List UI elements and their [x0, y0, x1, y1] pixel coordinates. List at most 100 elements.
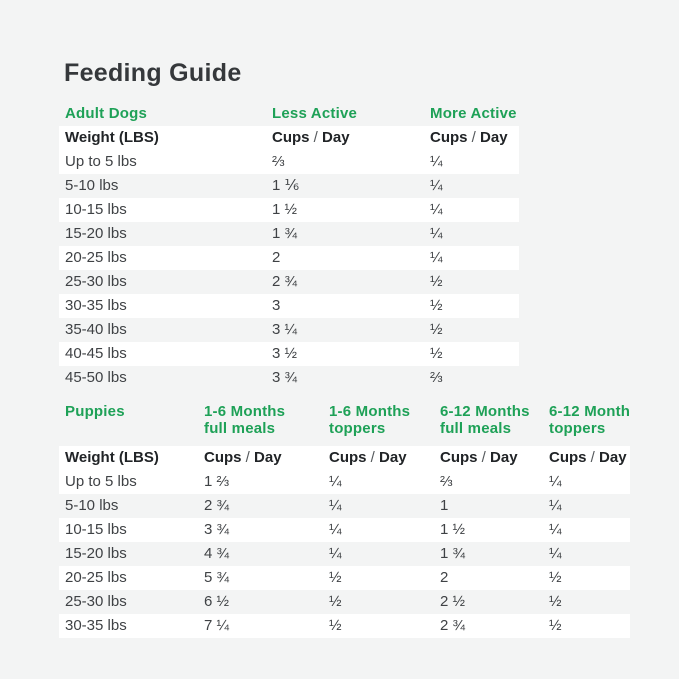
weight-cell: 20-25 lbs [65, 249, 127, 266]
more-active-cell: ½ [430, 297, 443, 314]
column-header-6-12-months-full-meals: 6-12 Months full meals [440, 403, 549, 446]
table-row: 20-25 lbs 2 ¼ [59, 246, 519, 270]
puppies-table-subheader-row: Weight (LBS) Cups / Day Cups / Day Cups … [59, 446, 630, 470]
table-row: 30-35 lbs 3 ½ [59, 294, 519, 318]
weight-cell: Up to 5 lbs [65, 473, 137, 490]
slash-separator: / [370, 449, 375, 466]
weight-cell: 25-30 lbs [65, 593, 127, 610]
toppers-1-6-cell: ¼ [329, 545, 342, 562]
toppers-6-12-cell: ½ [549, 617, 562, 634]
column-header-line1: 6-12 Months [440, 403, 530, 420]
more-active-cell: ¼ [430, 201, 443, 218]
table-row: 25-30 lbs 2 ¾ ½ [59, 270, 519, 294]
table-row: 5-10 lbs 2 ¾ ¼ 1 ¼ [59, 494, 630, 518]
less-active-cell: 3 ¾ [272, 369, 298, 386]
adult-dogs-table: Adult Dogs Less Active More Active Weigh… [59, 102, 519, 390]
slash-separator: / [590, 449, 595, 466]
column-header-line1: 1-6 Months [204, 403, 286, 420]
table-row: Up to 5 lbs ⅔ ¼ [59, 150, 519, 174]
table-row: 35-40 lbs 3 ¼ ½ [59, 318, 519, 342]
weight-column-header: Weight (LBS) [65, 129, 159, 146]
cups-label: Cups [430, 129, 468, 146]
adult-table-section-header: Adult Dogs Less Active More Active [59, 102, 519, 126]
day-label: Day [322, 129, 350, 146]
section-label-puppies: Puppies [65, 403, 125, 420]
weight-cell: 30-35 lbs [65, 617, 127, 634]
full-meals-1-6-cell: 6 ½ [204, 593, 230, 610]
full-meals-1-6-cell: 5 ¾ [204, 569, 230, 586]
day-label: Day [480, 129, 508, 146]
table-row: 10-15 lbs 1 ½ ¼ [59, 198, 519, 222]
cups-label: Cups [549, 449, 587, 466]
more-active-cell: ¼ [430, 177, 443, 194]
page-title: Feeding Guide [64, 59, 242, 87]
weight-cell: 40-45 lbs [65, 345, 127, 362]
puppies-table-section-header: Puppies 1-6 Months full meals 1-6 Months… [59, 400, 630, 446]
toppers-1-6-cell: ½ [329, 617, 342, 634]
weight-cell: 15-20 lbs [65, 225, 127, 242]
column-header-less-active: Less Active [272, 105, 358, 122]
weight-cell: 15-20 lbs [65, 545, 127, 562]
cups-per-day-header: Cups / Day [440, 446, 549, 470]
full-meals-6-12-cell: 2 [440, 569, 449, 586]
slash-separator: / [481, 449, 486, 466]
less-active-cell: 1 ¾ [272, 225, 298, 242]
table-row: 15-20 lbs 4 ¾ ¼ 1 ¾ ¼ [59, 542, 630, 566]
cups-label: Cups [329, 449, 367, 466]
weight-cell: 30-35 lbs [65, 297, 127, 314]
weight-cell: 5-10 lbs [65, 177, 119, 194]
weight-cell: 35-40 lbs [65, 321, 127, 338]
day-label: Day [490, 449, 518, 466]
more-active-cell: ⅔ [430, 369, 443, 386]
day-label: Day [599, 449, 627, 466]
weight-cell: 25-30 lbs [65, 273, 127, 290]
full-meals-1-6-cell: 3 ¾ [204, 521, 230, 538]
table-row: 40-45 lbs 3 ½ ½ [59, 342, 519, 366]
toppers-1-6-cell: ½ [329, 569, 342, 586]
more-active-cell: ¼ [430, 225, 443, 242]
column-header-more-active: More Active [430, 105, 517, 122]
day-label: Day [254, 449, 282, 466]
column-header-1-6-months-toppers: 1-6 Months toppers [329, 403, 440, 446]
less-active-cell: 3 ¼ [272, 321, 298, 338]
column-header-line1: 1-6 Months [329, 403, 411, 420]
less-active-cell: ⅔ [272, 153, 285, 170]
section-label-adult-dogs: Adult Dogs [65, 105, 147, 122]
full-meals-6-12-cell: 1 [440, 497, 449, 514]
weight-cell: 45-50 lbs [65, 369, 127, 386]
adult-table-body: Weight (LBS) Cups / Day Cups / Day Up to… [59, 126, 519, 390]
puppies-table: Puppies 1-6 Months full meals 1-6 Months… [59, 400, 630, 638]
cups-label: Cups [204, 449, 242, 466]
table-row: Up to 5 lbs 1 ⅔ ¼ ⅔ ¼ [59, 470, 630, 494]
full-meals-1-6-cell: 7 ¼ [204, 617, 230, 634]
less-active-cell: 2 ¾ [272, 273, 298, 290]
more-active-cell: ¼ [430, 249, 443, 266]
toppers-1-6-cell: ¼ [329, 521, 342, 538]
column-header-line2: full meals [204, 420, 276, 437]
column-header-line1: 6-12 Months [549, 403, 630, 420]
full-meals-6-12-cell: 1 ¾ [440, 545, 466, 562]
column-header-line2: toppers [549, 420, 606, 437]
day-label: Day [379, 449, 407, 466]
full-meals-6-12-cell: 2 ¾ [440, 617, 466, 634]
weight-cell: Up to 5 lbs [65, 153, 137, 170]
full-meals-1-6-cell: 2 ¾ [204, 497, 230, 514]
table-row: 15-20 lbs 1 ¾ ¼ [59, 222, 519, 246]
toppers-6-12-cell: ¼ [549, 497, 562, 514]
less-active-cell: 1 ½ [272, 201, 298, 218]
weight-column-header: Weight (LBS) [65, 449, 159, 466]
full-meals-1-6-cell: 4 ¾ [204, 545, 230, 562]
toppers-6-12-cell: ¼ [549, 521, 562, 538]
column-header-line2: full meals [440, 420, 512, 437]
full-meals-1-6-cell: 1 ⅔ [204, 473, 230, 490]
cups-label: Cups [272, 129, 310, 146]
table-row: 25-30 lbs 6 ½ ½ 2 ½ ½ [59, 590, 630, 614]
table-row: 45-50 lbs 3 ¾ ⅔ [59, 366, 519, 390]
more-active-cell: ½ [430, 345, 443, 362]
full-meals-6-12-cell: ⅔ [440, 473, 453, 490]
more-active-cell: ½ [430, 273, 443, 290]
less-active-cell: 3 [272, 297, 281, 314]
table-row: 5-10 lbs 1 ⅙ ¼ [59, 174, 519, 198]
toppers-1-6-cell: ¼ [329, 497, 342, 514]
